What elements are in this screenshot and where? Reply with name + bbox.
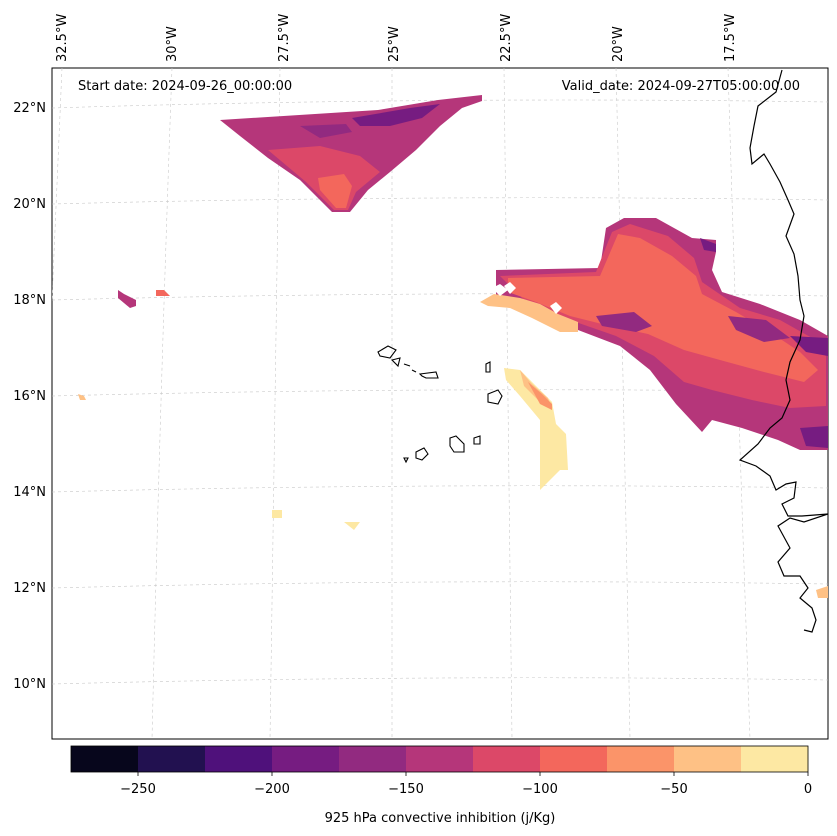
cape-verde-islands [377,345,503,464]
colorbar-swatch [540,746,608,772]
colorbar-tick-label: −200 [254,782,290,797]
lat-label: 18°N [13,293,46,308]
colorbar-swatch [272,746,340,772]
lon-label: 30°W [165,26,180,62]
colorbar-ticks: −250 −200 −150 −100 −50 0 [120,782,812,797]
lat-label: 12°N [13,581,46,596]
valid-date: Valid_date: 2024-09-27T05:00:00.00 [562,79,800,94]
colorbar-tick-label: −50 [660,782,687,797]
cin-patch-north [220,95,482,212]
lat-label: 20°N [13,197,46,212]
longitude-labels: 32.5°W 30°W 27.5°W 25°W 22.5°W 20°W 17.5… [55,14,738,62]
cin-patch-east [480,218,828,450]
lon-label: 22.5°W [499,14,514,62]
africa-coastline [738,69,828,633]
colorbar-tick-label: 0 [804,782,812,797]
colorbar-label: 925 hPa convective inhibition (j/Kg) [325,811,556,826]
colorbar [70,745,809,776]
lon-label: 32.5°W [55,14,70,62]
colorbar-swatch [205,746,273,772]
lon-label: 27.5°W [277,14,292,62]
graticule [52,68,828,739]
colorbar-tick-label: −150 [388,782,424,797]
latitude-labels: 22°N 20°N 18°N 16°N 14°N 12°N 10°N [13,101,46,692]
colorbar-tick-label: −100 [522,782,558,797]
colorbar-swatch [71,746,139,772]
lat-label: 10°N [13,677,46,692]
lat-label: 16°N [13,389,46,404]
cin-patch-south [504,368,568,490]
start-date: Start date: 2024-09-26_00:00:00 [78,79,292,94]
colorbar-swatch [138,746,206,772]
colorbar-tick-label: −250 [120,782,156,797]
colorbar-swatch [406,746,474,772]
lon-label: 17.5°W [723,14,738,62]
colorbar-swatch [674,746,742,772]
colorbar-frame [70,745,809,773]
colorbar-swatch [741,746,809,772]
colorbar-swatch [473,746,541,772]
colorbar-swatch [607,746,675,772]
colorbar-swatch [339,746,407,772]
lon-label: 20°W [611,26,626,62]
cin-small-cells [78,290,828,598]
lat-label: 22°N [13,101,46,116]
lon-label: 25°W [387,26,402,62]
lat-label: 14°N [13,485,46,500]
